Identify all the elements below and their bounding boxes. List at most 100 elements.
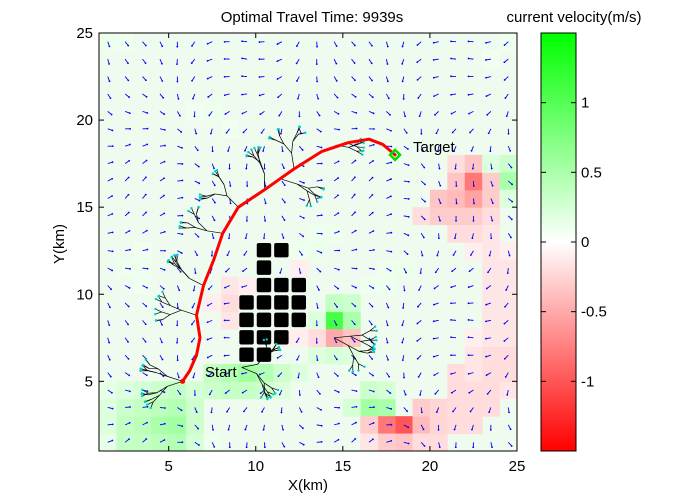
tree-leaf <box>211 172 214 176</box>
arrow-head <box>432 59 435 61</box>
tree-branch <box>347 345 359 352</box>
tree-branch <box>155 372 168 377</box>
arrow-head <box>301 253 303 256</box>
arrow-head <box>191 44 193 47</box>
arrow-head <box>450 57 452 60</box>
arrow-head <box>223 302 226 305</box>
arrow-head <box>337 194 339 197</box>
arrow-head <box>283 219 286 222</box>
tree-branch <box>353 355 359 364</box>
arrow-head <box>161 45 164 48</box>
tree-branch <box>151 394 160 400</box>
tree-leaf <box>145 403 149 406</box>
arrow-head <box>451 131 454 134</box>
arrow-head <box>416 339 419 342</box>
arrow-head <box>467 336 470 339</box>
arrow-head <box>372 268 375 270</box>
arrow-head <box>191 79 193 82</box>
tree-leaf <box>257 146 260 149</box>
arrow-head <box>472 446 475 449</box>
arrow-head <box>241 372 244 375</box>
arrow-head <box>315 63 318 66</box>
arrow-head <box>111 129 114 132</box>
arrow-head <box>241 93 243 96</box>
arrow-head <box>511 200 514 203</box>
tree-branch <box>196 213 199 223</box>
arrow-head <box>176 341 178 344</box>
tree-leaf <box>374 335 378 339</box>
tree-branch <box>275 139 284 145</box>
arrow-head <box>263 237 265 240</box>
arrow-head <box>302 217 305 219</box>
arrow-head <box>228 167 231 170</box>
tree-branch <box>265 346 267 356</box>
arrow-head <box>450 286 453 289</box>
arrow-head <box>407 148 409 150</box>
arrow-head <box>510 218 513 221</box>
arrow-head <box>162 287 165 290</box>
arrow-head <box>127 193 130 196</box>
field-cell <box>220 311 239 330</box>
tree-branch <box>308 187 316 195</box>
arrow-head <box>388 288 391 291</box>
arrow-head <box>417 97 420 99</box>
obstacle <box>256 260 272 275</box>
y-tick-label: 10 <box>76 286 93 303</box>
y-tick-label: 25 <box>76 25 93 42</box>
arrow-head <box>355 405 358 408</box>
tree-leaf <box>375 339 378 342</box>
arrow-head <box>223 58 226 60</box>
arrow-head <box>163 113 166 115</box>
arrow-head <box>192 289 195 292</box>
arrow-head <box>180 252 183 254</box>
arrow-head <box>355 248 358 251</box>
arrow-head <box>181 147 183 149</box>
arrow-head <box>228 446 231 449</box>
arrow-head <box>386 63 389 65</box>
arrow-head <box>146 127 149 130</box>
tree-leaf <box>179 221 183 225</box>
arrow-head <box>146 405 149 408</box>
arrow-head <box>407 164 410 167</box>
arrow-head <box>197 235 200 238</box>
tree-branch <box>207 193 216 199</box>
arrow-head <box>407 198 410 200</box>
tree-branch <box>170 305 182 311</box>
arrow-head <box>472 185 475 187</box>
arrow-head <box>354 305 357 308</box>
obstacle <box>239 330 254 345</box>
tree-branch <box>291 152 295 169</box>
arrow-head <box>337 177 340 179</box>
arrow-head <box>388 375 391 378</box>
arrow-head <box>371 79 373 82</box>
tree-branch <box>149 364 159 370</box>
arrow-head <box>262 150 265 152</box>
arrow-head <box>335 341 338 344</box>
arrow-head <box>181 214 184 217</box>
arrow-head <box>129 268 131 270</box>
field-cell <box>464 381 483 400</box>
arrow-head <box>303 182 305 184</box>
arrow-head <box>258 58 261 61</box>
arrow-head <box>421 254 424 257</box>
tree-branch <box>265 349 273 356</box>
arrow-head <box>453 149 456 152</box>
arrow-head <box>432 355 435 358</box>
arrow-head <box>300 410 303 413</box>
tree-leaf <box>154 319 158 322</box>
arrow-head <box>127 176 130 179</box>
tree-leaf <box>139 369 142 373</box>
tree-branch <box>358 350 368 354</box>
arrow-head <box>316 306 319 309</box>
arrow-head <box>181 425 184 428</box>
arrow-head <box>470 149 473 152</box>
arrow-head <box>371 211 374 214</box>
tree-leaf <box>375 329 378 333</box>
search-tree <box>139 125 378 410</box>
arrow-head <box>301 149 304 151</box>
tree-branch <box>260 162 265 174</box>
arrow-head <box>453 428 456 431</box>
arrow-head <box>108 45 111 48</box>
arrow-head <box>423 218 426 221</box>
optimal-path <box>181 137 397 383</box>
